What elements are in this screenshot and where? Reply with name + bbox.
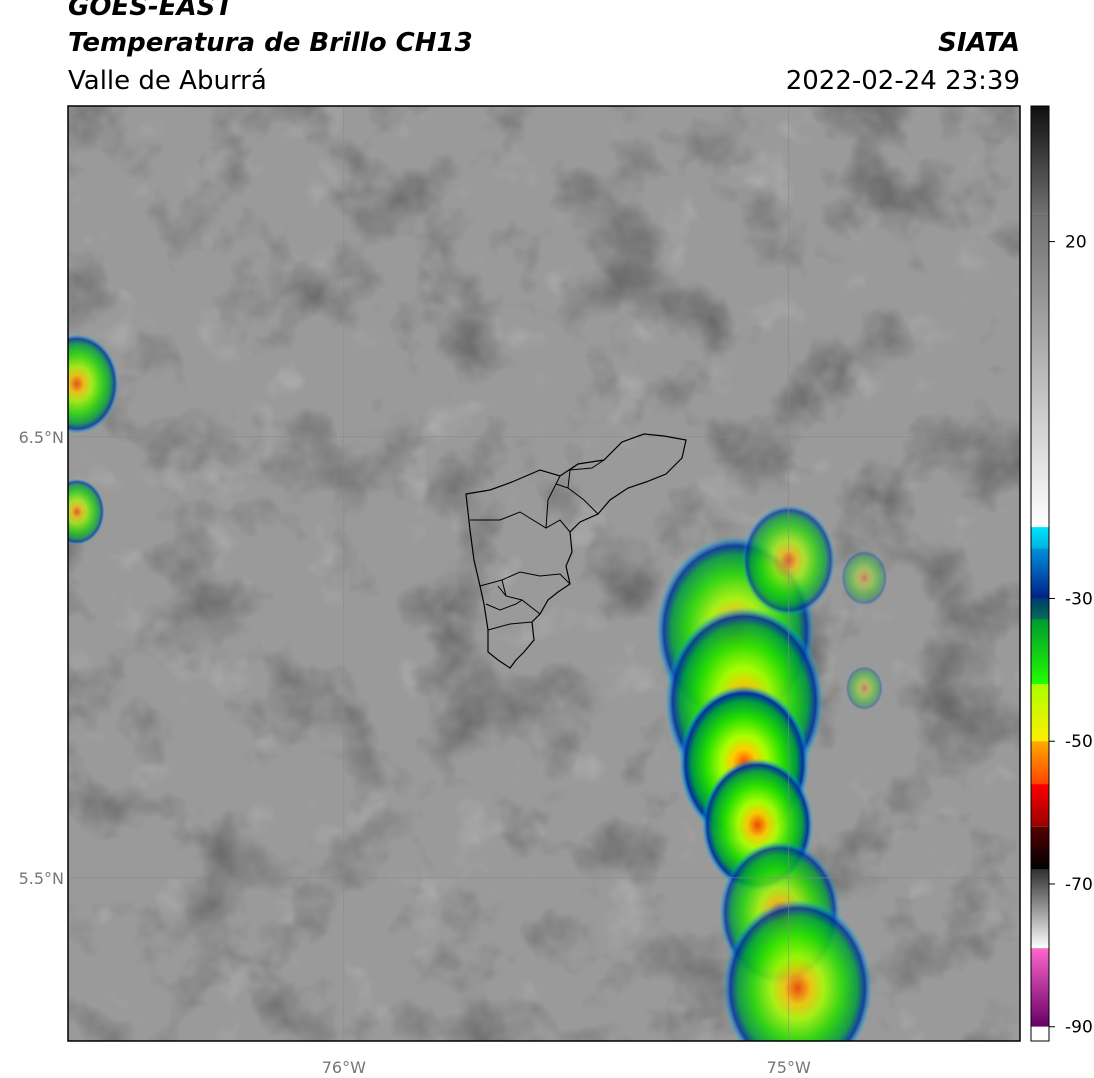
municipal-line-0 — [470, 511, 571, 533]
datetime-label: 2022-02-24 23:39 — [785, 66, 1020, 96]
cloud-core-9 — [840, 550, 888, 606]
colorbar-segment-8 — [1031, 784, 1049, 827]
colorbar-segment-12 — [1031, 1026, 1049, 1041]
colorbar-segment-10 — [1031, 869, 1049, 949]
colorbar-tick-label-0: 20 — [1065, 233, 1087, 253]
colorbar-segment-0 — [1031, 106, 1049, 214]
municipal-line-1 — [545, 475, 561, 529]
cloud-core-5 — [722, 899, 873, 1041]
product-title: Temperatura de Brillo CH13 — [68, 28, 473, 58]
region-outline — [465, 433, 687, 669]
colorbar-segment-2 — [1031, 527, 1049, 549]
municipal-line-6 — [501, 579, 541, 615]
colorbar: 20 -30 -50 -70 -90 — [1030, 105, 1093, 1042]
municipal-line-4 — [569, 459, 605, 471]
colorbar-segment-7 — [1031, 741, 1049, 785]
colorbar-segment-9 — [1031, 826, 1049, 870]
cloud-core-7 — [68, 333, 119, 434]
valle-de-aburra-municipal-boundaries — [465, 433, 687, 669]
satellite-title: GOES-EAST — [68, 0, 234, 22]
source-label: SIATA — [938, 28, 1020, 58]
colorbar-tick-label-3: -70 — [1065, 875, 1093, 895]
municipal-line-7 — [485, 599, 523, 611]
municipal-line-2 — [555, 463, 579, 489]
municipal-line-3 — [567, 487, 599, 515]
colorbar-segment-1 — [1031, 213, 1049, 528]
cloud-core-8 — [68, 478, 105, 546]
lat-label-1: 5.5°N — [19, 869, 64, 888]
lat-label-0: 6.5°N — [19, 428, 64, 447]
graticule — [68, 106, 1020, 1041]
municipal-line-8 — [497, 585, 507, 597]
colorbar-segment-5 — [1031, 619, 1049, 685]
convective-cloud-cores — [68, 333, 888, 1041]
colorbar-segment-3 — [1031, 548, 1049, 599]
colorbar-tick-label-4: -90 — [1065, 1018, 1093, 1038]
municipal-line-9 — [487, 621, 533, 631]
colorbar-segment-4 — [1031, 598, 1049, 620]
lon-label-1: 75°W — [767, 1058, 811, 1077]
region-title: Valle de Aburrá — [68, 66, 267, 96]
lon-label-0: 76°W — [322, 1058, 366, 1077]
map-frame — [67, 105, 1021, 1042]
axis-labels: 6.5°N 5.5°N 76°W 75°W — [19, 428, 811, 1077]
cloud-core-10 — [845, 665, 883, 711]
colorbar-segment-11 — [1031, 948, 1049, 1027]
colorbar-tick-label-1: -30 — [1065, 589, 1093, 609]
colorbar-tick-label-2: -50 — [1065, 732, 1093, 752]
colorbar-frame — [1030, 105, 1050, 1042]
municipal-line-5 — [479, 571, 571, 587]
colorbar-segment-6 — [1031, 684, 1049, 742]
